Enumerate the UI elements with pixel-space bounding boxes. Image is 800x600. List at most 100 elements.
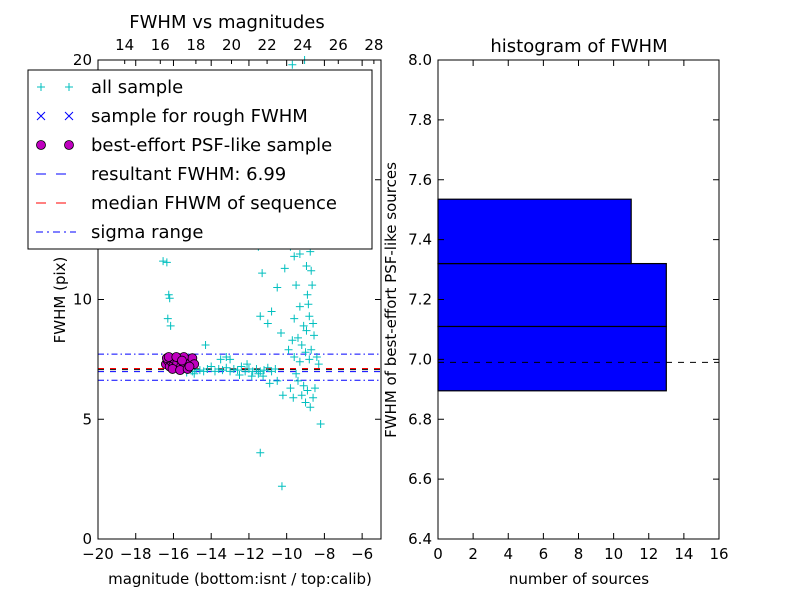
left-xtick-label: −20 — [82, 545, 114, 563]
legend-rough-sample: sample for rough FWHM — [91, 106, 308, 127]
right-xtick-label: 10 — [604, 545, 623, 563]
all-sample-point — [284, 345, 293, 354]
all-sample-point — [277, 482, 286, 491]
all-sample-point — [308, 281, 317, 290]
right-ytick-label: 7.2 — [408, 291, 432, 309]
left-ytick-label: 5 — [82, 410, 92, 428]
left-bottom-x-axis: −20 −18 −16 −14 −12 −10 −8 −6 — [82, 60, 373, 563]
legend-circle-marker — [64, 140, 74, 150]
all-sample-point — [288, 60, 297, 69]
all-sample-point — [233, 366, 242, 375]
all-sample-point — [297, 341, 306, 350]
all-sample-point — [195, 366, 204, 375]
all-sample-point — [263, 363, 272, 372]
all-sample-point — [304, 300, 313, 309]
left-xtick-label: −14 — [195, 545, 227, 563]
all-sample-point — [301, 398, 310, 407]
all-sample-point — [226, 355, 235, 364]
all-sample-point — [163, 314, 172, 323]
all-sample-point — [286, 384, 295, 393]
left-top-xtick-label: 20 — [222, 36, 241, 54]
left-xtick-label: −8 — [313, 545, 335, 563]
all-sample-point — [235, 370, 244, 379]
legend-resultant-fwhm: resultant FWHM: 6.99 — [91, 164, 286, 185]
all-sample-point — [302, 261, 311, 270]
all-sample-point — [314, 360, 323, 369]
left-xtick-label: −12 — [233, 545, 265, 563]
all-sample-point — [290, 352, 299, 361]
left-top-xtick-label: 18 — [186, 36, 205, 54]
all-sample-point — [280, 264, 289, 273]
right-xtick-label: 0 — [433, 545, 443, 563]
all-sample-point — [256, 312, 265, 321]
legend-psf-sample: best-effort PSF-like sample — [91, 135, 332, 156]
right-y-axis: 6.4 6.6 6.8 7.0 7.2 7.4 7.6 7.8 8.0 — [408, 51, 719, 548]
legend-plus-marker — [65, 83, 73, 91]
all-sample-point — [297, 391, 306, 400]
right-ytick-label: 7.6 — [408, 171, 432, 189]
right-xtick-label: 14 — [674, 545, 693, 563]
all-sample-point — [295, 357, 304, 366]
right-x-axis-label: number of sources — [509, 570, 649, 588]
all-sample-point — [267, 307, 276, 316]
legend-median-fwhm: median FHWM of sequence — [91, 193, 337, 214]
all-sample-point — [259, 372, 268, 381]
all-sample-point — [310, 331, 319, 340]
all-sample-point — [229, 364, 238, 373]
legend-x-marker — [64, 111, 74, 121]
all-sample-point — [273, 283, 282, 292]
all-sample-point — [277, 329, 286, 338]
all-sample-point — [166, 321, 175, 330]
left-top-xtick-label: 24 — [293, 36, 312, 54]
all-sample-point — [265, 379, 274, 388]
all-sample-point — [254, 369, 263, 378]
all-sample-point — [307, 266, 316, 275]
all-sample-point — [290, 314, 299, 323]
right-xtick-label: 6 — [539, 545, 549, 563]
all-sample-point — [289, 393, 298, 402]
fwhm-histogram-chart: 0 2 4 6 8 10 12 14 16 6.4 6.6 6.8 7.0 7.2 7.4 7.6 7.8 8.… — [382, 36, 729, 588]
all-sample-point — [256, 448, 265, 457]
right-x-axis: 0 2 4 6 8 10 12 14 16 — [433, 60, 729, 563]
all-sample-point — [162, 258, 171, 267]
left-top-xtick-label: 28 — [364, 36, 383, 54]
histogram-bar — [437, 198, 632, 265]
all-sample-point — [305, 312, 314, 321]
fwhm-vs-magnitude-chart: −20 −18 −16 −14 −12 −10 −8 −6 14 16 18 20 22 24 26 28 … — [27, 12, 383, 588]
left-chart-title: FWHM vs magnitudes — [129, 12, 324, 33]
legend-all-sample: all sample — [91, 77, 183, 98]
all-sample-point — [309, 319, 318, 328]
legend-box — [27, 69, 373, 250]
left-xtick-label: −18 — [120, 545, 152, 563]
left-y-axis-label: FWHM (pix) — [51, 257, 69, 344]
legend-markers — [36, 83, 76, 233]
left-top-xtick-label: 26 — [329, 36, 348, 54]
all-sample-point — [164, 290, 173, 299]
legend: all sample sample for rough FWHM best-ef… — [27, 69, 373, 250]
histogram-bar — [437, 262, 667, 328]
all-sample-point — [306, 403, 315, 412]
all-sample-point — [303, 290, 312, 299]
right-xtick-label: 2 — [468, 545, 478, 563]
all-sample-point — [237, 362, 246, 371]
all-sample-point — [214, 364, 223, 373]
legend-plus-marker — [37, 83, 45, 91]
left-top-xtick-label: 14 — [115, 36, 134, 54]
right-ytick-label: 6.8 — [408, 410, 432, 428]
all-sample-point — [295, 249, 304, 258]
left-ytick-label: 0 — [82, 530, 92, 548]
left-top-xtick-label: 16 — [151, 36, 170, 54]
right-xtick-label: 4 — [503, 545, 513, 563]
all-sample-point — [290, 252, 299, 261]
all-sample-point — [258, 269, 267, 278]
right-xtick-label: 12 — [639, 545, 658, 563]
left-top-xtick-label: 22 — [258, 36, 277, 54]
all-sample-point — [216, 355, 225, 364]
all-sample-point — [222, 363, 231, 372]
right-xtick-label: 16 — [709, 545, 728, 563]
all-sample-point — [310, 384, 319, 393]
right-ytick-label: 6.4 — [408, 530, 432, 548]
all-sample-point — [159, 257, 168, 266]
all-sample-point — [273, 376, 282, 385]
